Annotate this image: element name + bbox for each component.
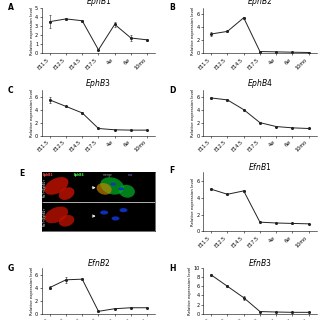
- Text: B: B: [169, 4, 175, 12]
- Y-axis label: Relative expression level: Relative expression level: [30, 267, 34, 315]
- Text: A: A: [7, 4, 13, 12]
- Title: $\it{EphB3}$: $\it{EphB3}$: [85, 77, 111, 90]
- Text: nuc: nuc: [128, 173, 133, 177]
- Ellipse shape: [44, 206, 68, 223]
- Y-axis label: Relative expression level: Relative expression level: [191, 6, 195, 55]
- Y-axis label: Relative expression level: Relative expression level: [188, 267, 192, 315]
- Title: $\it{EfnB2}$: $\it{EfnB2}$: [87, 257, 110, 268]
- Ellipse shape: [119, 185, 135, 198]
- Text: F: F: [169, 166, 174, 175]
- Text: C: C: [7, 86, 13, 95]
- Title: $\it{EphB1}$: $\it{EphB1}$: [85, 0, 111, 8]
- Text: Pax7+/EphB2+: Pax7+/EphB2+: [43, 207, 47, 226]
- Title: $\it{EphB2}$: $\it{EphB2}$: [247, 0, 273, 8]
- Ellipse shape: [59, 215, 74, 227]
- Text: D: D: [169, 86, 175, 95]
- Ellipse shape: [119, 208, 127, 212]
- Ellipse shape: [59, 187, 75, 200]
- Title: $\it{EfnB1}$: $\it{EfnB1}$: [248, 161, 272, 172]
- Text: Pax7+/EphB1+: Pax7+/EphB1+: [43, 177, 47, 197]
- Ellipse shape: [97, 183, 112, 195]
- Text: merge: merge: [103, 173, 113, 177]
- Ellipse shape: [110, 183, 116, 186]
- Text: EphB4: EphB4: [74, 173, 84, 177]
- Y-axis label: Relative expression level: Relative expression level: [191, 178, 195, 226]
- Text: H: H: [169, 264, 175, 273]
- Text: EphB1: EphB1: [43, 173, 53, 177]
- Ellipse shape: [100, 211, 108, 215]
- Ellipse shape: [100, 177, 124, 195]
- Ellipse shape: [112, 216, 119, 220]
- Text: G: G: [7, 264, 14, 273]
- Title: $\it{EfnB3}$: $\it{EfnB3}$: [248, 257, 272, 268]
- Y-axis label: Relative expression level: Relative expression level: [30, 6, 34, 55]
- Y-axis label: Relative expression level: Relative expression level: [191, 89, 195, 137]
- Ellipse shape: [44, 177, 68, 195]
- Title: $\it{EphB4}$: $\it{EphB4}$: [247, 77, 273, 90]
- Y-axis label: Relative expression level: Relative expression level: [30, 89, 34, 137]
- Ellipse shape: [118, 188, 124, 190]
- Text: E: E: [19, 169, 24, 178]
